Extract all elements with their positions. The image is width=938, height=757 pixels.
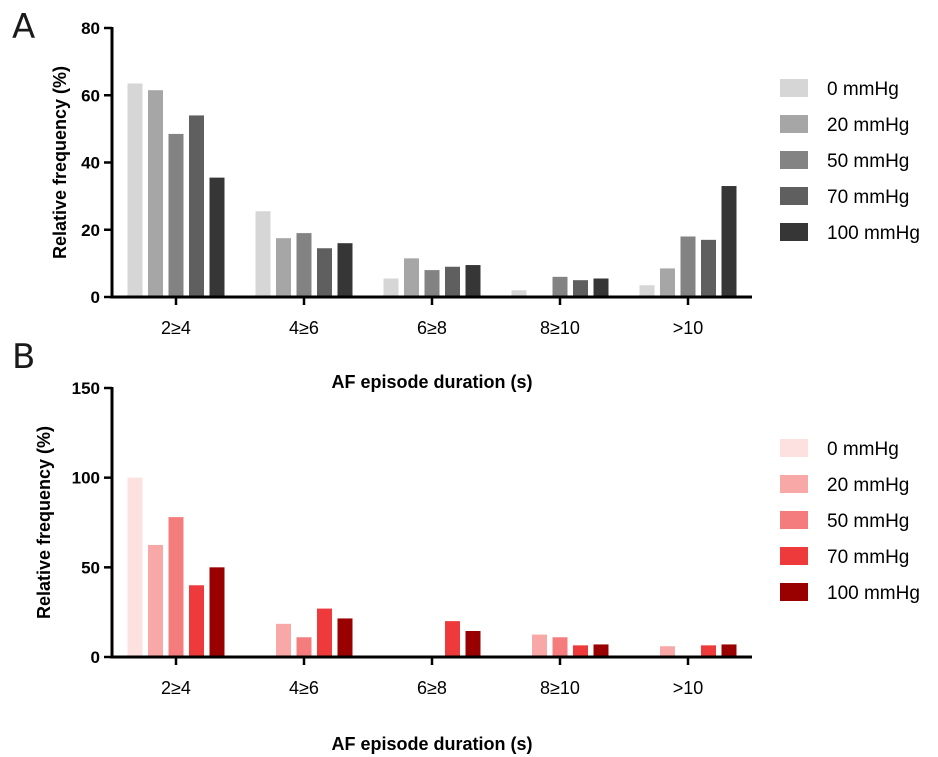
panel-a-y-tick-label: 20 (81, 221, 100, 240)
panel-a-bar-0-mmhg-0 (127, 83, 143, 297)
panel-b-bar-50-mmhg-1 (296, 637, 312, 657)
panel-a-bar-0-mmhg-1 (255, 211, 271, 297)
panel-b-legend-swatch (780, 439, 808, 457)
panel-a-legend-swatch (780, 151, 808, 169)
panel-a-bar-70-mmhg-2 (445, 266, 460, 297)
panel-b-bar-20-mmhg-3 (532, 634, 547, 657)
panel-b-bar-100-mmhg-4 (721, 644, 737, 657)
panel-a-bar-100-mmhg-4 (721, 186, 737, 297)
panel-b-legend-swatch (780, 583, 808, 601)
panel-a-bar-70-mmhg-0 (189, 115, 204, 297)
panel-b-bar-70-mmhg-2 (445, 621, 460, 657)
panel-a-x-tick-label: 6≥8 (417, 318, 447, 338)
chart-panel-a: A 0 20 40 60 80 2≥4 4≥6 6≥8 8≥10 >10 AF episode dur… (12, 7, 920, 392)
panel-b-bar-70-mmhg-0 (189, 585, 204, 657)
panel-a-bar-50-mmhg-3 (552, 276, 568, 297)
panel-a-bar-100-mmhg-3 (593, 278, 609, 297)
panel-a-bar-70-mmhg-4 (701, 239, 716, 297)
panel-a-legend-label: 70 mmHg (827, 187, 909, 208)
panel-b-legend-label: 0 mmHg (827, 439, 899, 460)
panel-a-bar-100-mmhg-2 (465, 265, 481, 297)
panel-b-bar-100-mmhg-0 (209, 567, 225, 657)
panel-a-bar-70-mmhg-3 (573, 280, 588, 297)
panel-a-y-tick-label: 40 (81, 154, 100, 173)
panel-b-bar-70-mmhg-3 (573, 645, 588, 657)
panel-a-y-tick-label: 0 (91, 288, 100, 307)
panel-a-bar-0-mmhg-4 (639, 285, 655, 297)
panel-b-legend-label: 20 mmHg (827, 475, 909, 496)
panel-a-bar-100-mmhg-0 (209, 177, 225, 297)
panel-a-legend-label: 0 mmHg (827, 79, 899, 100)
panel-b-y-axis-title: Relative frequency (%) (34, 426, 54, 619)
panel-b-legend-swatch (780, 547, 808, 565)
panel-b-bar-0-mmhg-0 (127, 477, 143, 657)
panel-a-bar-20-mmhg-1 (276, 238, 291, 297)
panel-a-legend-swatch (780, 223, 808, 241)
chart-panel-b: B 0 50 100 150 2≥4 4≥6 6≥8 8≥10 >10 AF episode dur… (12, 337, 920, 754)
panel-b-legend-label: 50 mmHg (827, 511, 909, 532)
panel-b-bar-20-mmhg-0 (148, 544, 163, 657)
panel-b-y-tick-label: 150 (72, 379, 100, 398)
panel-a-bar-20-mmhg-0 (148, 90, 163, 297)
panel-a-y-tick-label: 60 (81, 86, 100, 105)
panel-b-y-tick-label: 100 (72, 469, 100, 488)
panel-b-x-tick-label: 2≥4 (161, 678, 191, 698)
panel-a-legend-swatch (780, 115, 808, 133)
panel-a-bar-50-mmhg-1 (296, 233, 312, 297)
panel-a-y-axis-title: Relative frequency (%) (50, 66, 70, 259)
panel-a-legend-label: 20 mmHg (827, 115, 909, 136)
panel-b-bar-100-mmhg-2 (465, 630, 481, 657)
panel-a-bar-20-mmhg-4 (660, 268, 675, 297)
panel-a-bar-0-mmhg-3 (511, 290, 527, 297)
panel-a-x-tick-label: >10 (673, 318, 704, 338)
panel-b-bar-20-mmhg-1 (276, 623, 291, 657)
panel-b-legend-swatch (780, 511, 808, 529)
panel-a-x-tick-label: 4≥6 (289, 318, 319, 338)
panel-a-bar-0-mmhg-2 (383, 278, 399, 297)
panel-b-label: B (12, 337, 35, 377)
panel-a-legend-label: 100 mmHg (827, 223, 920, 244)
panel-b-bar-20-mmhg-4 (660, 646, 675, 657)
panel-b-x-tick-label: 4≥6 (289, 678, 319, 698)
panel-a-x-axis-title: AF episode duration (s) (331, 372, 532, 392)
panel-b-bar-100-mmhg-1 (337, 618, 353, 657)
panel-b-y-tick-label: 0 (91, 648, 100, 667)
panel-b-x-tick-label: 6≥8 (417, 678, 447, 698)
panel-b-legend-swatch (780, 475, 808, 493)
panel-a-y-tick-label: 80 (81, 19, 100, 38)
panel-b-bar-70-mmhg-4 (701, 645, 716, 657)
panel-a-bar-70-mmhg-1 (317, 248, 332, 297)
panel-a-x-tick-label: 8≥10 (540, 318, 580, 338)
panel-a-bar-100-mmhg-1 (337, 243, 353, 297)
panel-b-bar-70-mmhg-1 (317, 608, 332, 657)
panel-a-bar-50-mmhg-2 (424, 270, 440, 297)
panel-a-legend-swatch (780, 187, 808, 205)
panel-a-x-tick-label: 2≥4 (161, 318, 191, 338)
panel-a-legend-swatch (780, 79, 808, 97)
panel-b-bar-50-mmhg-3 (552, 637, 568, 657)
panel-a-bar-50-mmhg-4 (680, 236, 696, 297)
panel-b-legend-label: 100 mmHg (827, 583, 920, 604)
panel-a-bar-20-mmhg-2 (404, 258, 419, 297)
panel-b-bar-50-mmhg-0 (168, 517, 184, 657)
panel-b-y-tick-label: 50 (81, 558, 100, 577)
panel-b-bar-100-mmhg-3 (593, 644, 609, 657)
panel-b-x-tick-label: 8≥10 (540, 678, 580, 698)
panel-b-legend-label: 70 mmHg (827, 547, 909, 568)
panel-a-legend-label: 50 mmHg (827, 151, 909, 172)
panel-b-x-tick-label: >10 (673, 678, 704, 698)
panel-a-bar-50-mmhg-0 (168, 133, 184, 297)
panel-b-x-axis-title: AF episode duration (s) (331, 734, 532, 754)
panel-a-label: A (12, 7, 35, 47)
